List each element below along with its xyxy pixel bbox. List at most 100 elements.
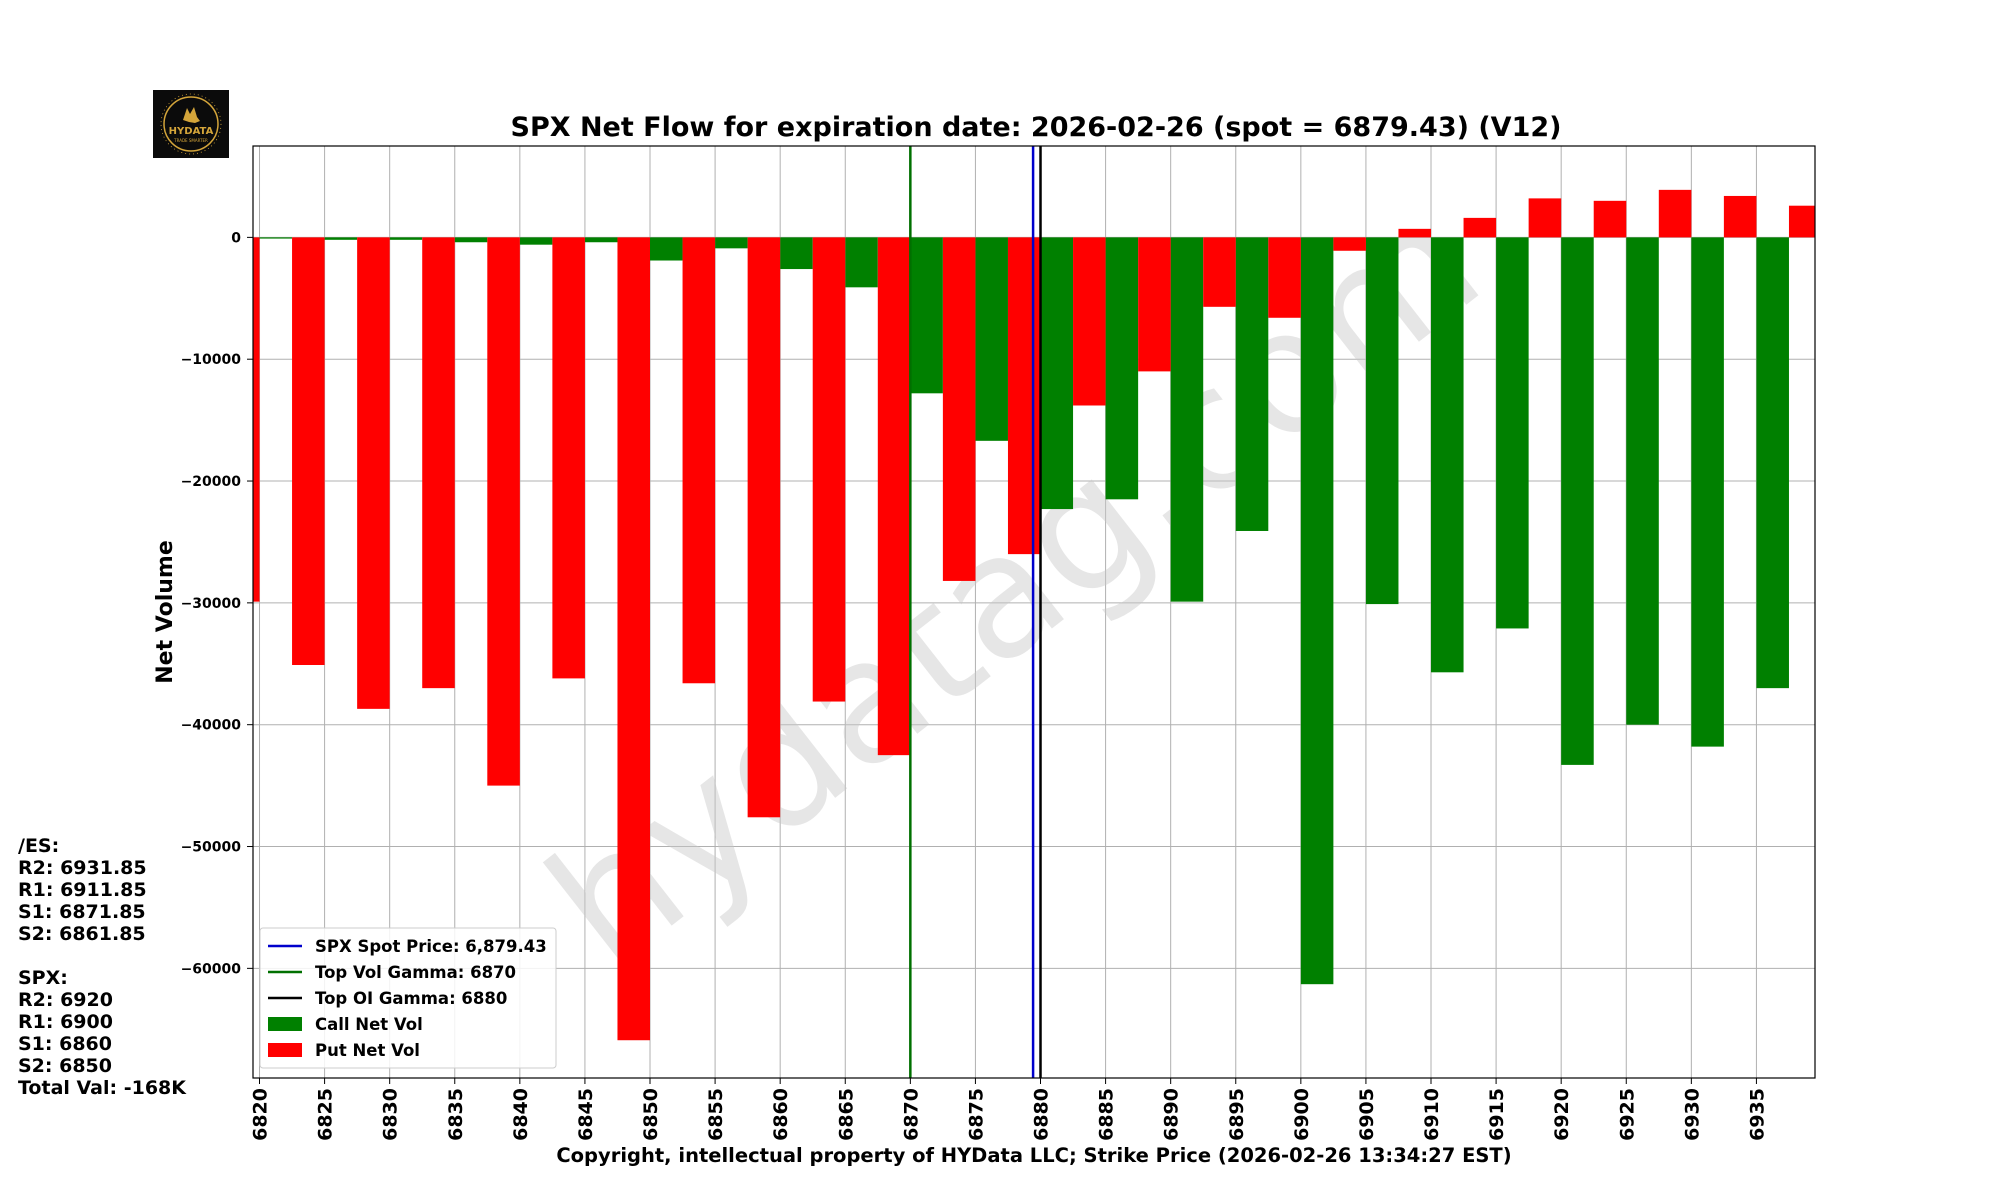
call-bar xyxy=(1691,237,1724,747)
call-bar xyxy=(1235,237,1269,531)
x-tick-label: 6830 xyxy=(380,1088,402,1141)
x-tick-label: 6865 xyxy=(835,1088,857,1141)
y-tick-label: −40000 xyxy=(181,718,242,734)
put-bar xyxy=(253,237,260,602)
x-axis-ticks: 6820 6825 6830 6835 6840 6845 6850 6855 6860 6865… xyxy=(250,1078,1768,1141)
put-bar xyxy=(487,237,520,786)
logo-ring xyxy=(163,96,219,152)
put-bar xyxy=(1268,237,1301,318)
x-tick-label: 6825 xyxy=(315,1088,337,1141)
x-tick-label: 6905 xyxy=(1356,1088,1378,1141)
x-tick-label: 6875 xyxy=(965,1088,987,1141)
call-bar xyxy=(650,237,683,261)
put-bar xyxy=(1723,195,1757,238)
x-tick-label: 6890 xyxy=(1161,1088,1183,1141)
put-bar xyxy=(1333,237,1366,251)
wolf-icon xyxy=(183,107,200,123)
x-tick-label: 6880 xyxy=(1031,1088,1053,1141)
x-tick-label: 6930 xyxy=(1681,1088,1703,1141)
reference-lines xyxy=(909,146,1042,1078)
put-bar xyxy=(1528,198,1562,238)
call-bar xyxy=(910,237,943,394)
x-axis-label: Copyright, intellectual property of HYDa… xyxy=(556,1144,1511,1167)
x-tick-label: 6850 xyxy=(640,1088,662,1141)
put-bar xyxy=(1398,228,1432,238)
x-tick-label: 6870 xyxy=(900,1088,922,1141)
call-bar xyxy=(519,237,553,245)
x-tick-label: 6920 xyxy=(1551,1088,1573,1141)
es-level-s1: S1: 6871.85 xyxy=(18,901,146,923)
call-bar xyxy=(1300,237,1334,985)
legend-label: SPX Spot Price: 6,879.43 xyxy=(315,937,547,956)
put-bar xyxy=(422,237,455,689)
call-bar xyxy=(1496,237,1529,629)
put-bar xyxy=(1788,205,1815,238)
put-bar xyxy=(1073,237,1106,406)
put-bar xyxy=(942,237,976,581)
hydata-logo: HYDATA TRADE SMARTER xyxy=(153,90,229,158)
x-tick-label: 6835 xyxy=(445,1088,467,1141)
es-level-r1: R1: 6911.85 xyxy=(18,879,147,901)
y-tick-label: −60000 xyxy=(181,961,242,977)
call-bar xyxy=(1561,237,1594,765)
put-bar xyxy=(357,237,390,709)
put-bar xyxy=(1138,237,1171,372)
legend-patch-swatch xyxy=(268,1017,302,1031)
legend-box xyxy=(259,927,557,1069)
call-bar xyxy=(845,237,878,288)
es-header: /ES: xyxy=(18,835,60,857)
logo-subtext: TRADE SMARTER xyxy=(173,138,208,143)
call-bar xyxy=(584,237,618,243)
chart-title: SPX Net Flow for expiration date: 2026-0… xyxy=(511,112,1562,143)
put-bar xyxy=(292,237,325,665)
call-bar xyxy=(324,237,358,240)
logo-ring-dots xyxy=(160,93,222,155)
y-tick-label: −10000 xyxy=(181,352,242,368)
y-tick-label: −20000 xyxy=(181,474,242,490)
x-tick-label: 6935 xyxy=(1746,1088,1768,1141)
x-tick-label: 6820 xyxy=(250,1088,272,1141)
y-tick-label: −30000 xyxy=(181,596,242,612)
total-value: Total Val: -168K xyxy=(18,1077,187,1099)
y-axis-ticks: 0 −10000 −20000 −30000 −40000 −50000 −60000 xyxy=(181,230,253,977)
x-tick-label: 6895 xyxy=(1226,1088,1248,1141)
x-tick-label: 6900 xyxy=(1291,1088,1313,1141)
put-bar xyxy=(552,237,585,679)
bars xyxy=(253,189,1815,1041)
spx-level-s1: S1: 6860 xyxy=(18,1033,112,1055)
put-bar xyxy=(877,237,911,756)
put-bar xyxy=(1658,189,1692,238)
legend-patch-swatch xyxy=(268,1043,302,1057)
x-tick-label: 6915 xyxy=(1486,1088,1508,1141)
put-bar xyxy=(1007,237,1041,555)
put-bar xyxy=(812,237,846,702)
x-tick-label: 6855 xyxy=(705,1088,727,1141)
spx-header: SPX: xyxy=(18,967,68,989)
levels-panel: /ES: R2: 6931.85 R1: 6911.85 S1: 6871.85… xyxy=(18,835,186,1099)
legend-label: Top OI Gamma: 6880 xyxy=(315,989,507,1008)
y-tick-label: 0 xyxy=(231,230,241,246)
logo-text: HYDATA xyxy=(169,126,214,137)
put-bar xyxy=(747,237,781,818)
call-bar xyxy=(1105,237,1139,500)
call-bar xyxy=(1365,237,1399,605)
call-bar xyxy=(1170,237,1204,602)
x-tick-label: 6910 xyxy=(1421,1088,1443,1141)
spx-level-r2: R2: 6920 xyxy=(18,989,113,1011)
x-tick-label: 6885 xyxy=(1096,1088,1118,1141)
call-bar xyxy=(259,237,293,239)
spx-level-s2: S2: 6850 xyxy=(18,1055,112,1077)
legend-label: Call Net Vol xyxy=(315,1015,423,1034)
x-tick-label: 6860 xyxy=(770,1088,792,1141)
plot-frame xyxy=(252,145,1816,1079)
put-bar xyxy=(1463,217,1497,238)
call-bar xyxy=(780,237,813,270)
call-bar xyxy=(1431,237,1464,673)
call-bar xyxy=(1626,237,1659,725)
call-bar xyxy=(1756,237,1789,689)
legend-label: Put Net Vol xyxy=(315,1041,420,1060)
es-level-r2: R2: 6931.85 xyxy=(18,857,147,879)
put-bar xyxy=(682,237,716,684)
spx-level-r1: R1: 6900 xyxy=(18,1011,113,1033)
